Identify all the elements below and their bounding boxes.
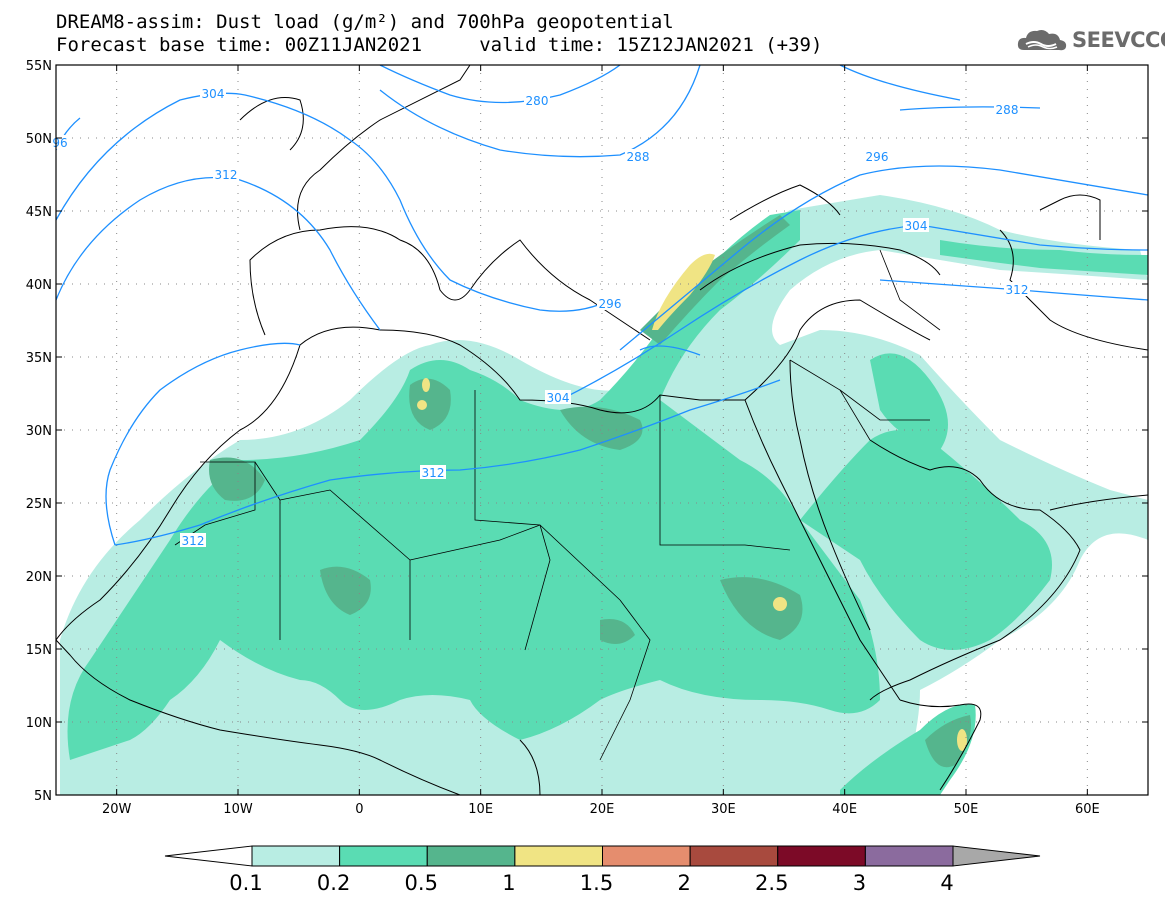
- contour-label-bg: [545, 390, 571, 404]
- contour-label-bg: [200, 86, 226, 100]
- borders: [174, 249, 941, 761]
- colorbar-over-triangle: [952, 845, 1041, 867]
- colorbar-segment: [514, 845, 603, 867]
- lat-label: 35N: [26, 351, 52, 366]
- graticule: [56, 64, 1148, 796]
- contour-label-bg: [625, 149, 651, 163]
- lat-label: 20N: [26, 570, 52, 585]
- lat-label: 55N: [26, 59, 52, 74]
- contour-label: 288: [996, 103, 1019, 117]
- colorbar: 0.1 0.2 0.5 1 1.5 2 2.5 3 4: [164, 845, 1041, 895]
- colorbar-segment: [864, 845, 954, 867]
- lat-label: 25N: [26, 497, 52, 512]
- contour-label-bg: [1004, 282, 1030, 296]
- contour-label: 312: [182, 534, 205, 548]
- lat-label: 45N: [26, 205, 52, 220]
- dust-field: [60, 195, 1148, 795]
- colorbar-label: 0.1: [229, 871, 262, 895]
- contour-label: 304: [905, 219, 928, 233]
- seevccc-logo: SEEVCCC: [1016, 25, 1165, 55]
- colorbar-label: 0.2: [317, 871, 350, 895]
- lon-label: 0: [355, 802, 363, 817]
- colorbar-label: 1: [502, 871, 515, 895]
- colorbar-segment: [777, 845, 866, 867]
- logo-text: SEEVCCC: [1072, 28, 1165, 52]
- map-title: DREAM8-assim: Dust load (g/m²) and 700hP…: [56, 11, 674, 33]
- contour-label: 312: [422, 466, 445, 480]
- lon-label: 10W: [223, 802, 253, 817]
- lon-label: 50E: [954, 802, 979, 817]
- colorbar-segment: [602, 845, 691, 867]
- contour-label-bg: [180, 533, 206, 547]
- contour-label-bg: [994, 102, 1020, 116]
- colorbar-label: 4: [940, 871, 953, 895]
- contour-label: 288: [627, 150, 650, 164]
- longitude-labels: 20W 10W 0 10E 20E 30E 40E 50E 60E: [102, 802, 1100, 817]
- lat-label: 5N: [34, 789, 52, 804]
- colorbar-segment: [689, 845, 779, 867]
- contour-label: 304: [547, 391, 570, 405]
- colorbar-label: 0.5: [405, 871, 438, 895]
- contour-label: 312: [1006, 283, 1029, 297]
- lon-label: 30E: [711, 802, 736, 817]
- contour-label-bg: [420, 465, 446, 479]
- latitude-labels: 55N 50N 45N 40N 35N 30N 25N 20N 15N 10N 5N: [26, 59, 52, 804]
- cloud-icon: [1017, 30, 1067, 51]
- lat-label: 30N: [26, 424, 52, 439]
- colorbar-segment: [426, 845, 516, 867]
- lon-label: 10E: [468, 802, 493, 817]
- contour-label-bg: [213, 167, 239, 181]
- colorbar-label: 2.5: [755, 871, 788, 895]
- lat-label: 50N: [26, 132, 52, 147]
- colorbar-label: 3: [853, 871, 866, 895]
- lon-label: 40E: [832, 802, 857, 817]
- lat-label: 15N: [26, 643, 52, 658]
- colorbar-label: 1.5: [580, 871, 613, 895]
- colorbar-segment: [339, 845, 428, 867]
- lat-label: 40N: [26, 278, 52, 293]
- contour-label: 296: [866, 150, 889, 164]
- colorbar-label: 2: [677, 871, 690, 895]
- contour-label: 312: [215, 168, 238, 182]
- contour-label: 304: [202, 87, 225, 101]
- lon-label: 20W: [102, 802, 132, 817]
- contour-label-bg: [524, 93, 550, 107]
- lon-label: 20E: [590, 802, 615, 817]
- coastlines: [56, 65, 1148, 795]
- contour-label-bg: [597, 296, 623, 310]
- contour-label-bg: [864, 149, 890, 163]
- lat-label: 10N: [26, 716, 52, 731]
- axis-ticks: [56, 64, 1148, 796]
- lon-label: 60E: [1075, 802, 1100, 817]
- map-subtitle: Forecast base time: 00Z11JAN2021 valid t…: [56, 34, 823, 56]
- contour-label: 280: [526, 94, 549, 108]
- colorbar-under-triangle: [164, 845, 253, 867]
- contour-label: 296: [599, 297, 622, 311]
- contour-label-bg: [903, 218, 929, 232]
- colorbar-segment: [251, 845, 341, 867]
